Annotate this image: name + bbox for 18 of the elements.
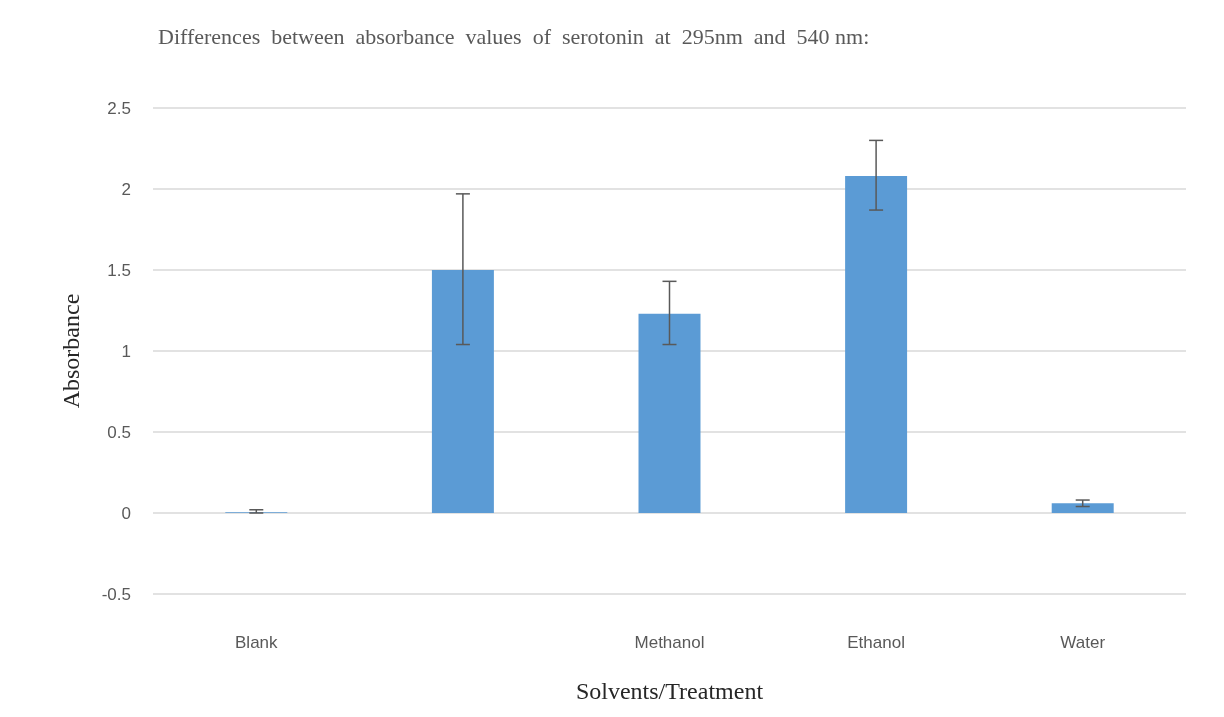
bar <box>845 176 908 513</box>
y-tick-label: 0 <box>121 503 131 523</box>
y-tick-label: 2.5 <box>107 98 131 118</box>
y-tick-label: 1 <box>121 341 131 361</box>
bar <box>638 313 701 513</box>
x-tick-label: Blank <box>235 633 279 652</box>
bar <box>431 270 494 513</box>
y-tick-label: 0.5 <box>107 422 131 442</box>
x-tick-label: Methanol <box>634 633 705 652</box>
y-axis-title: Absorbance <box>58 293 84 409</box>
y-tick-label: 1.5 <box>107 260 131 280</box>
x-axis-title: Solvents/Treatment <box>575 678 764 704</box>
x-tick-label: Water <box>1060 633 1106 652</box>
bar <box>1051 503 1114 513</box>
y-tick-label: 2 <box>121 179 131 199</box>
x-tick-label: Ethanol <box>847 633 905 652</box>
y-tick-label: -0.5 <box>101 584 131 604</box>
chart-title: Differences between absorbance values of serotonin at 295nm and 540 nm: <box>158 23 870 49</box>
